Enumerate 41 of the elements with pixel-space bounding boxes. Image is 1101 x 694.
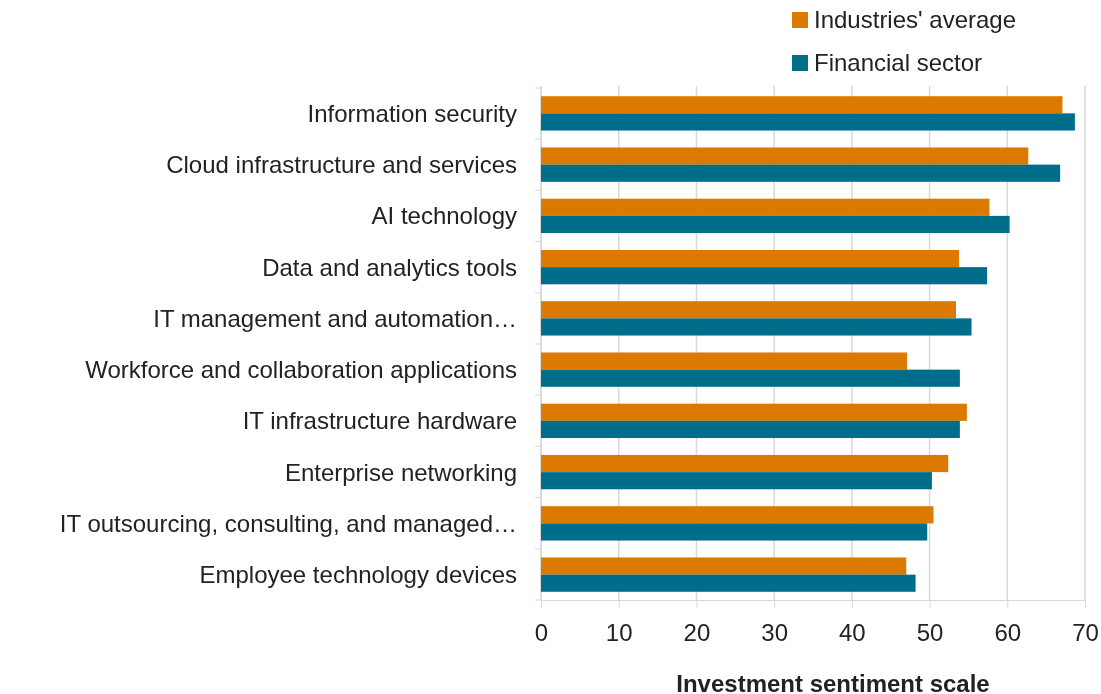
- y-tick-label: Workforce and collaboration applications: [85, 356, 517, 384]
- bar: [541, 403, 967, 421]
- x-tick-label: 30: [761, 619, 788, 647]
- bar: [541, 164, 1061, 182]
- bar: [541, 420, 960, 439]
- y-tick-label: IT outsourcing, consulting, and managed…: [59, 509, 517, 537]
- bar: [541, 523, 928, 541]
- bar: [541, 113, 1075, 131]
- x-tick-label: 40: [839, 619, 866, 647]
- bar: [541, 215, 1010, 234]
- x-tick-label: 10: [605, 619, 633, 647]
- x-axis-title: Investment sentiment scale: [676, 670, 990, 694]
- bar: [541, 557, 907, 575]
- bar: [541, 454, 949, 473]
- bar: [541, 147, 1029, 165]
- bar: [541, 472, 932, 490]
- y-tick-label: Enterprise networking: [284, 458, 517, 486]
- x-tick-label: 70: [1072, 619, 1099, 647]
- bar: [541, 506, 934, 524]
- bar: [541, 267, 988, 285]
- bar: [541, 249, 960, 268]
- bar: [541, 352, 908, 370]
- legend-label: Financial sector: [814, 49, 983, 77]
- y-tick-label: Information security: [307, 99, 517, 127]
- bar: [541, 198, 990, 216]
- y-tick-label: AI technology: [371, 202, 517, 230]
- y-tick-label: IT infrastructure hardware: [242, 407, 517, 435]
- bar: [541, 574, 916, 592]
- bar: [541, 318, 972, 336]
- x-tick-label: 50: [916, 619, 944, 647]
- legend-label: Industries' average: [814, 6, 1017, 34]
- y-tick-label: Employee technology devices: [199, 561, 517, 589]
- y-tick-label: Data and analytics tools: [262, 253, 517, 281]
- bar: [541, 96, 1063, 114]
- x-tick-label: 60: [994, 619, 1022, 647]
- bar: [541, 369, 960, 387]
- y-tick-label: Cloud infrastructure and services: [166, 151, 517, 179]
- bar: [541, 301, 956, 319]
- x-tick-label: 0: [534, 619, 549, 647]
- x-tick-label: 20: [683, 619, 711, 647]
- y-tick-label: IT management and automation…: [153, 304, 517, 332]
